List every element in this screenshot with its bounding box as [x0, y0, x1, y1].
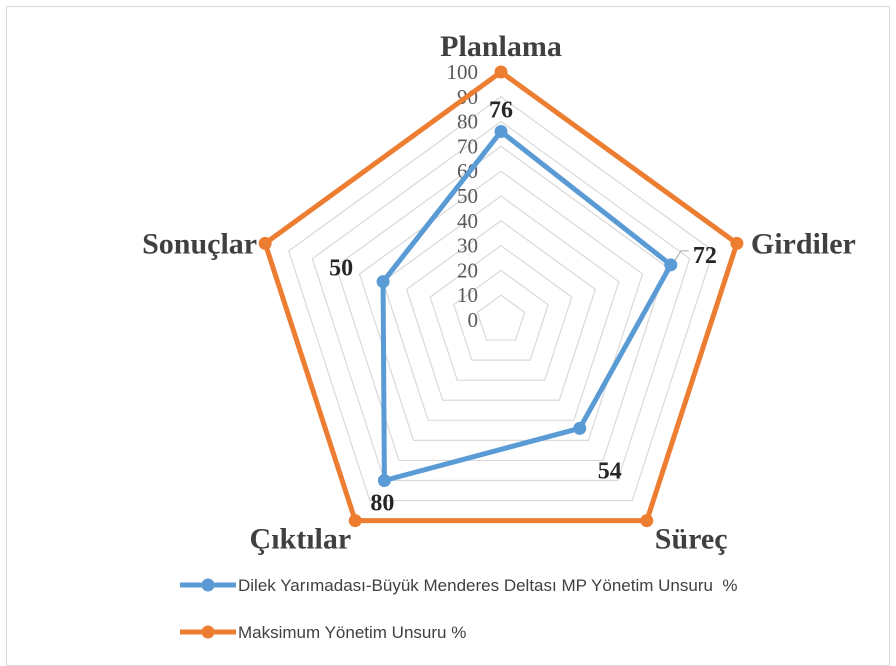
- series-marker: [258, 236, 272, 250]
- category-label: Çıktılar: [250, 523, 352, 556]
- series-marker: [730, 236, 744, 250]
- data-label: 54: [598, 458, 622, 484]
- tick-label: 20: [457, 258, 478, 282]
- category-label: Girdiler: [751, 227, 856, 260]
- tick-label: 0: [468, 308, 479, 332]
- legend-swatch-marker: [201, 625, 215, 639]
- tick-label: 40: [457, 209, 478, 233]
- legend-label: Maksimum Yönetim Unsuru %: [238, 623, 466, 642]
- series-marker: [664, 258, 678, 272]
- grid-ring: [476, 294, 526, 341]
- legend-swatch-marker: [201, 578, 215, 592]
- data-label: 72: [693, 243, 717, 269]
- grid-ring: [335, 145, 667, 462]
- leader-line: [674, 250, 689, 262]
- grid-ring: [311, 120, 691, 482]
- series-marker: [573, 421, 587, 435]
- series-marker: [494, 125, 508, 139]
- series-marker: [377, 474, 391, 488]
- series-marker: [494, 65, 508, 79]
- tick-label: 30: [457, 234, 478, 258]
- series-marker: [348, 514, 362, 528]
- series-marker: [640, 514, 654, 528]
- tick-label: 10: [457, 283, 478, 307]
- category-label: Planlama: [440, 30, 562, 63]
- series-line: [380, 129, 674, 484]
- legend-label: Dilek Yarımadası-Büyük Menderes Deltası …: [238, 576, 738, 595]
- grid-ring: [429, 244, 573, 381]
- category-labels: Planlama Girdiler Süreç Çıktılar Sonuçlar: [142, 30, 856, 556]
- tick-label: 70: [457, 134, 478, 158]
- chart-area: [6, 6, 890, 666]
- data-labels: 76 72 54 80 50: [329, 98, 717, 517]
- series-layer: [258, 65, 744, 528]
- grid-ring: [405, 220, 597, 401]
- grid-ring: [288, 96, 714, 502]
- tick-label: 100: [447, 60, 479, 84]
- category-label: Sonuçlar: [142, 227, 257, 260]
- data-label: 80: [370, 491, 394, 517]
- grid-ring: [382, 195, 620, 421]
- data-label: 76: [489, 98, 513, 124]
- tick-label: 80: [457, 110, 478, 134]
- grid-ring: [358, 170, 644, 441]
- series-line: [262, 69, 740, 524]
- category-label: Süreç: [655, 523, 728, 556]
- tick-label: 50: [457, 184, 478, 208]
- grid-ring: [453, 269, 549, 361]
- data-label: 50: [329, 256, 353, 282]
- legend: Dilek Yarımadası-Büyük Menderes Deltası …: [180, 576, 738, 642]
- series-marker: [376, 275, 390, 289]
